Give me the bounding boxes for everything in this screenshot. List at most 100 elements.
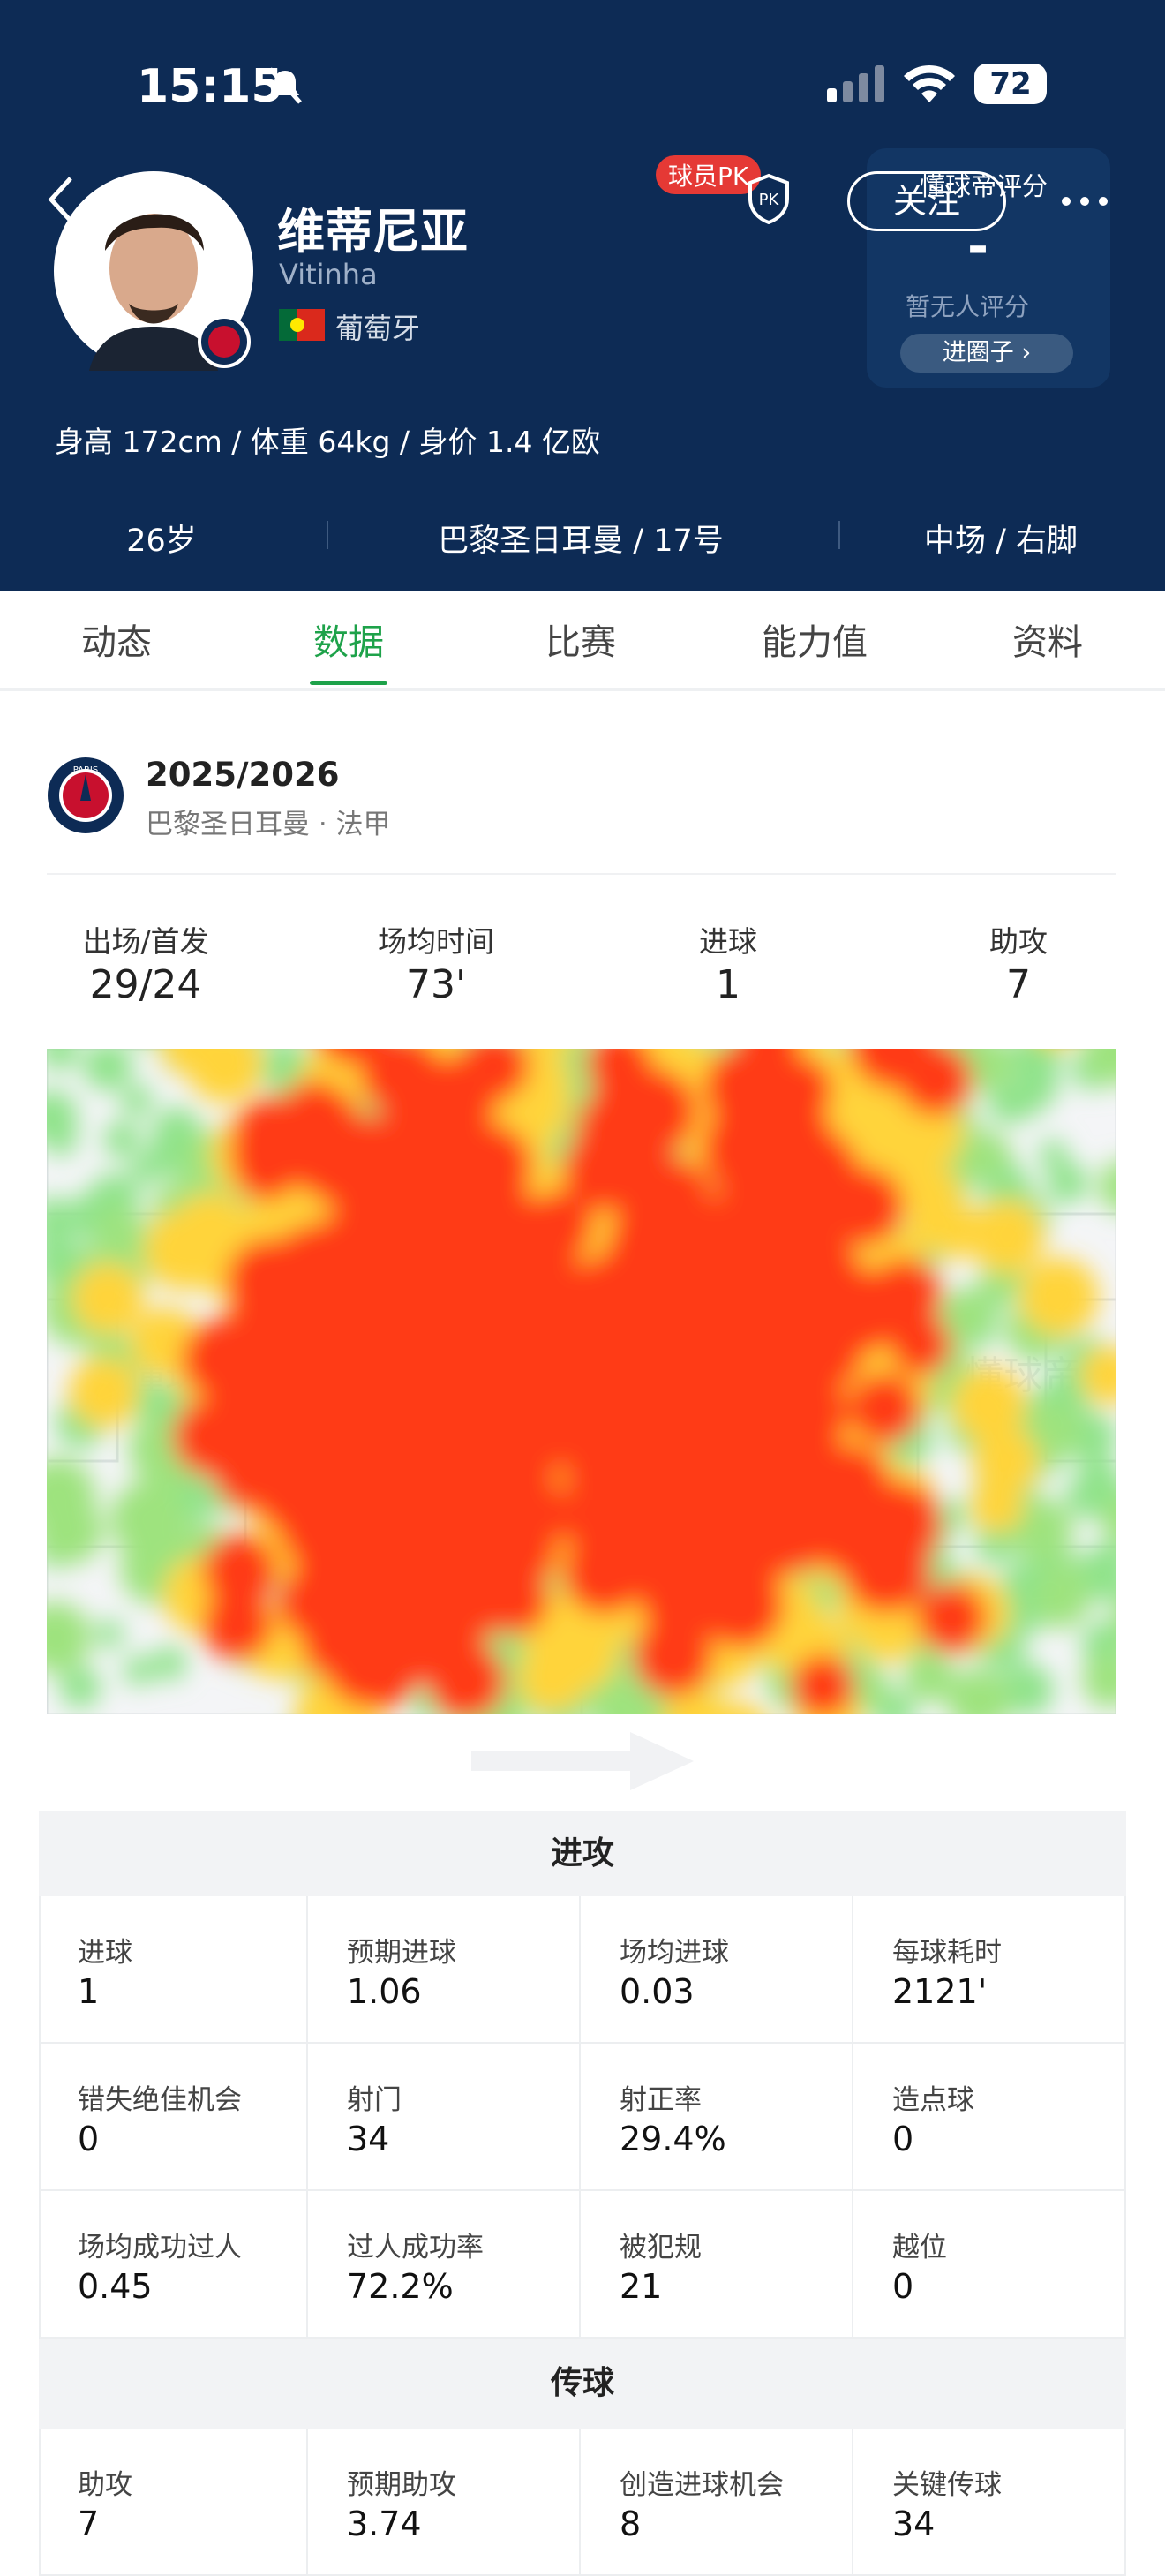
heat-spot [485, 1311, 572, 1397]
stat-label: 射正率 [620, 2084, 702, 2116]
direction-arrow [471, 1732, 694, 1790]
mute-icon [268, 67, 302, 104]
join-text[interactable]: 进圈子 [942, 339, 1014, 366]
heat-spot [94, 1206, 144, 1254]
heat-spot [1098, 1161, 1116, 1212]
summary-value: 29/24 [89, 962, 202, 1007]
heat-spot [633, 1616, 713, 1697]
heat-spot [142, 1381, 172, 1411]
heat-spot [1001, 1663, 1054, 1714]
heat-spot [47, 1233, 78, 1275]
heat-spot [230, 1118, 304, 1192]
heat-spot [970, 1479, 1025, 1533]
summary-label: 助攻 [989, 924, 1048, 959]
heat-spot [705, 1701, 764, 1714]
heat-spot [974, 1521, 1017, 1563]
stat-cell [39, 1896, 308, 2044]
heat-spot [186, 1049, 264, 1103]
tab[interactable]: 能力值 [762, 622, 868, 663]
stat-value: 34 [347, 2120, 390, 2158]
heat-spot [848, 1373, 921, 1444]
stat-value: 1 [78, 1972, 100, 2011]
heat-spot [916, 1583, 987, 1653]
follow-button[interactable]: 关注 [847, 171, 1006, 231]
stat-value: 3.74 [347, 2504, 422, 2543]
stat-value: 8 [620, 2504, 642, 2543]
heat-spot [47, 1197, 74, 1239]
stat-label: 关键传球 [892, 2469, 1002, 2501]
stat-label: 射门 [347, 2084, 402, 2116]
heat-spot [152, 1646, 187, 1681]
heat-spot [1040, 1562, 1087, 1609]
heat-spot [903, 1651, 955, 1703]
tab[interactable]: 数据 [313, 622, 384, 663]
tab[interactable]: 动态 [81, 622, 152, 663]
heat-spot [517, 1643, 588, 1714]
heat-spot [1019, 1257, 1099, 1337]
heat-blobs [47, 1049, 1116, 1714]
stat-cell [39, 2191, 308, 2339]
stat-value: 0 [892, 2267, 914, 2306]
heat-spot [129, 1154, 161, 1186]
heat-spot [563, 1435, 646, 1518]
stat-cell [39, 2429, 308, 2576]
country: 葡萄牙 [335, 312, 421, 345]
heat-spot [1047, 1162, 1088, 1204]
heat-spot [103, 1121, 140, 1158]
pk-badge[interactable]: 球员PK [656, 155, 762, 194]
tab[interactable]: 比赛 [545, 622, 616, 663]
heat-spot [1082, 1049, 1116, 1086]
heat-spot [791, 1654, 854, 1714]
section-header: 进攻 [39, 1811, 1126, 1896]
heat-spot [973, 1427, 1040, 1495]
heat-spot [47, 1122, 78, 1156]
heat-spot [1115, 1608, 1116, 1628]
stat-cell [581, 2429, 853, 2576]
heat-spot [1101, 1495, 1116, 1542]
back-button[interactable] [42, 173, 78, 226]
more-button[interactable] [1059, 192, 1112, 210]
heatmap: 懂球帝 懂球帝 [47, 1049, 1116, 1714]
heat-spot [244, 1284, 332, 1372]
stat-cell [581, 2191, 853, 2339]
stat-label: 每球耗时 [892, 1937, 1002, 1969]
stat-value: 0.45 [78, 2267, 153, 2306]
info-item: 中场 / 右脚 [923, 523, 1079, 559]
stat-cell [853, 1896, 1126, 2044]
flag [279, 309, 325, 341]
divider [327, 521, 328, 549]
heat-spot [644, 1508, 722, 1585]
heat-spot [1081, 1652, 1116, 1708]
heat-spot [71, 1262, 145, 1335]
heat-spot [1096, 1539, 1116, 1575]
join-button[interactable]: 进圈子 › [900, 334, 1073, 373]
stat-label: 错失绝佳机会 [78, 2084, 242, 2116]
heat-spot [403, 1481, 470, 1548]
stat-cell [308, 2044, 581, 2191]
heat-spot [1009, 1081, 1045, 1118]
heat-spot [83, 1049, 133, 1091]
stat-label: 过人成功率 [347, 2232, 484, 2263]
summary-label: 进球 [699, 924, 757, 959]
heat-spot [575, 1101, 636, 1163]
heat-spot [1075, 1457, 1116, 1503]
stat-label: 场均进球 [620, 1937, 729, 1969]
pk-icon[interactable]: PK [746, 173, 792, 224]
heat-spot [717, 1342, 782, 1406]
stat-value: 0.03 [620, 1972, 695, 2011]
stat-label: 预期助攻 [347, 2469, 456, 2501]
heat-spot [360, 1049, 443, 1116]
summary-label: 场均时间 [378, 924, 494, 959]
team-logo: PARIS [48, 757, 124, 833]
heat-spot [333, 1321, 410, 1397]
heat-spot [898, 1049, 973, 1116]
stat-cell [308, 2429, 581, 2576]
heat-spot [567, 1253, 655, 1341]
heat-spot [47, 1601, 91, 1673]
tab[interactable]: 资料 [1012, 622, 1083, 663]
heat-spot [969, 1198, 1044, 1274]
heat-spot [936, 1499, 968, 1531]
svg-text:PK: PK [759, 191, 780, 209]
heat-spot [890, 1314, 951, 1375]
